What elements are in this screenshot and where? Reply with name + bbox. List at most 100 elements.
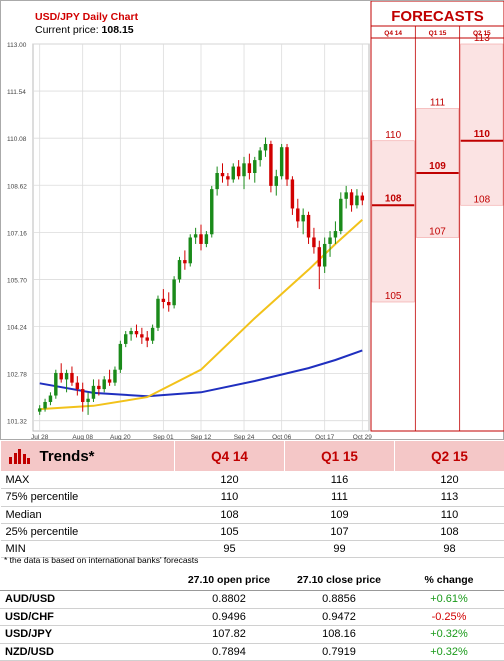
trends-row: 25% percentile 105 107 108 [1,523,504,540]
trends-row: Median 108 109 110 [1,506,504,523]
forecast-title: FORECASTS [391,8,484,25]
candle-body [92,386,95,399]
candle-body [194,234,197,237]
trends-table: Trends* Q4 14 Q1 15 Q2 15 MAX 120 116 12… [0,440,504,558]
pair-name: NZD/USD [0,643,174,661]
trends-header-row: Trends* Q4 14 Q1 15 Q2 15 [1,441,504,472]
candle-body [355,196,358,206]
close-price: 0.8856 [284,591,394,609]
trends-col-q4-14: Q4 14 [175,441,285,472]
candle-body [285,147,288,179]
candle-body [205,234,208,244]
row-value: 120 [395,472,504,489]
close-price: 0.7919 [284,643,394,661]
trends-row: 75% percentile 110 111 113 [1,489,504,506]
candle-body [269,144,272,186]
forecast-max-label: 111 [430,98,446,109]
candle-body [275,176,278,186]
candle-body [215,173,218,189]
candle-body [65,373,68,379]
price-change-table: 27.10 open price 27.10 close price % cha… [0,570,504,661]
row-value: 99 [285,541,395,558]
candle-body [140,334,143,337]
chart-title: USD/JPY Daily Chart [35,11,138,23]
forecast-median-label: 108 [385,193,402,204]
y-tick-label: 108.62 [7,183,27,190]
price-row: USD/CHF 0.9496 0.9472 -0.25% [0,608,504,626]
close-price: 0.9472 [284,608,394,626]
pair-name: USD/JPY [0,626,174,644]
forecast-min-label: 105 [385,291,402,302]
forecast-median-label: 109 [429,161,446,172]
forecast-max-label: 113 [474,33,490,44]
percent-change: +0.32% [394,626,504,644]
candle-body [301,215,304,221]
candle-body [54,373,57,396]
candle-body [129,331,132,334]
candle-body [291,179,294,208]
candle-body [76,383,79,389]
y-tick-label: 111.54 [7,89,26,96]
candle-body [226,176,229,179]
candle-body [307,215,310,238]
y-tick-label: 105.70 [7,277,27,284]
candle-body [296,208,299,221]
candle-body [280,147,283,176]
change-header: % change [394,570,504,591]
candle-body [70,373,73,383]
forecast-min-label: 107 [429,227,446,238]
candle-body [221,173,224,176]
candle-body [135,331,138,334]
y-tick-label: 102.78 [7,372,27,379]
candle-body [43,402,46,408]
candle-body [253,160,256,173]
candle-body [318,247,321,266]
candle-body [81,389,84,402]
row-label: 75% percentile [1,489,175,506]
candle-body [237,167,240,177]
price-row: AUD/USD 0.8802 0.8856 +0.61% [0,591,504,609]
row-value: 113 [395,489,504,506]
row-value: 111 [285,489,395,506]
row-value: 108 [175,506,285,523]
percent-change: -0.25% [394,608,504,626]
forecast-col-label: Q4 14 [384,30,402,37]
trends-title-cell: Trends* [1,441,175,472]
candle-body [323,244,326,267]
y-tick-label: 101.32 [7,419,27,426]
y-tick-label: 110.08 [7,136,27,143]
trends-col-q1-15: Q1 15 [285,441,395,472]
candle-body [146,337,149,340]
row-value: 107 [285,523,395,540]
candle-body [350,192,353,205]
row-label: Median [1,506,175,523]
forecast-col-label: Q1 15 [429,30,447,37]
candle [172,276,175,308]
percent-change: +0.32% [394,643,504,661]
row-value: 116 [285,472,395,489]
candle-body [102,379,105,389]
trends-title: Trends* [40,448,95,465]
close-price: 108.16 [284,626,394,644]
close-price-header: 27.10 close price [284,570,394,591]
open-price: 0.9496 [174,608,284,626]
pair-name: USD/CHF [0,608,174,626]
candle-body [178,260,181,279]
current-price-value: 108.15 [102,24,134,36]
candle-body [334,231,337,237]
current-price: Current price: 108.15 [35,24,134,36]
candle-body [156,299,159,328]
row-label: MAX [1,472,175,489]
candle-body [339,199,342,231]
trends-row: MAX 120 116 120 [1,472,504,489]
trends-col-q2-15: Q2 15 [395,441,504,472]
price-row: NZD/USD 0.7894 0.7919 +0.32% [0,643,504,661]
candle-body [183,260,186,263]
candle [178,257,181,283]
candle-body [361,196,364,201]
y-tick-label: 107.16 [7,230,27,237]
row-value: 108 [395,523,504,540]
candle [156,296,159,331]
open-price: 107.82 [174,626,284,644]
